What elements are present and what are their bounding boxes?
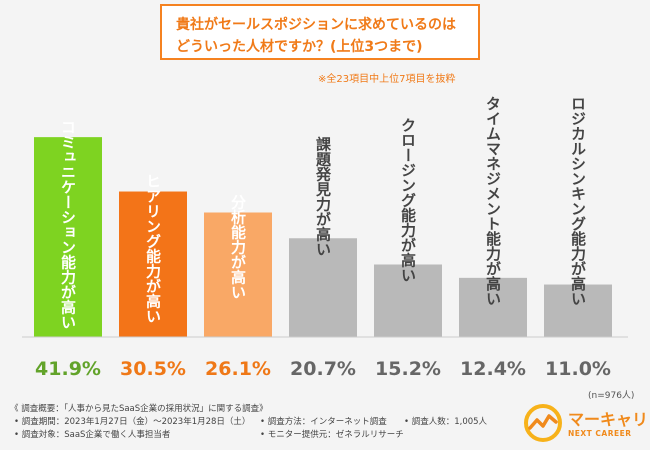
monitor-provider: • モニター提供元：ゼネラルリサーチ	[260, 430, 404, 440]
brand-tagline: NEXT CAREER	[568, 429, 632, 438]
survey-count: • 調査人数：1,005人	[404, 417, 488, 427]
survey-period: • 調査期間：2023年1月27日（金）〜2023年1月28日（土）	[14, 417, 251, 427]
value-label-3: 26.1%	[205, 358, 271, 380]
bar-3	[204, 212, 272, 337]
survey-method: • 調査方法：インターネット調査	[260, 417, 387, 427]
category-label-4: 課題発見力が高い	[314, 135, 332, 256]
question-title-box: 貴社がセールスポジションに求めているのは どういった人材ですか？(上位3つまで)	[160, 4, 480, 60]
question-title-line-2: どういった人材ですか？(上位3つまで)	[176, 39, 423, 55]
bar-6	[459, 277, 527, 337]
category-label-5: クロージング能力が高い	[399, 117, 417, 282]
category-label-7: ロジカルシンキング能力が高い	[569, 96, 587, 306]
overview-heading: 《 調査概要：「人事から見たSaaS企業の採用状況」に関する調査》	[10, 404, 268, 414]
value-label-4: 20.7%	[290, 358, 356, 380]
value-label-6: 12.4%	[460, 358, 526, 380]
sample-size: (n=976人)	[588, 391, 635, 401]
value-label-5: 15.2%	[375, 358, 441, 380]
bar-4	[289, 238, 357, 337]
category-label-2: ヒアリング能力が高い	[144, 174, 162, 324]
category-label-3: 分析能力が高い	[229, 195, 247, 300]
category-label-6: タイムマネジメント能力が高い	[484, 96, 502, 306]
excerpt-note: ※全23項目中上位7項目を抜粋	[318, 74, 456, 85]
bar-1	[34, 137, 102, 337]
bar-chart: コミュニケーション能力が高い 41.9% ヒアリング能力が高い 30.5% 分析能力が高…	[22, 96, 628, 380]
survey-target: • 調査対象：SaaS企業で働く人事担当者	[14, 430, 171, 440]
question-title-line-1: 貴社がセールスポジションに求めているのは	[176, 17, 456, 33]
brand-mark-icon	[524, 404, 562, 442]
value-label-7: 11.0%	[545, 358, 611, 380]
value-label-1: 41.9%	[35, 358, 101, 380]
value-label-2: 30.5%	[120, 358, 186, 380]
bar-5	[374, 264, 442, 337]
bar-2	[119, 191, 187, 337]
brand-name: マーキャリ	[568, 410, 649, 429]
brand-logo: マーキャリ NEXT CAREER	[522, 402, 648, 444]
bar-7	[544, 284, 612, 337]
category-label-1: コミュニケーション能力が高い	[59, 119, 77, 329]
